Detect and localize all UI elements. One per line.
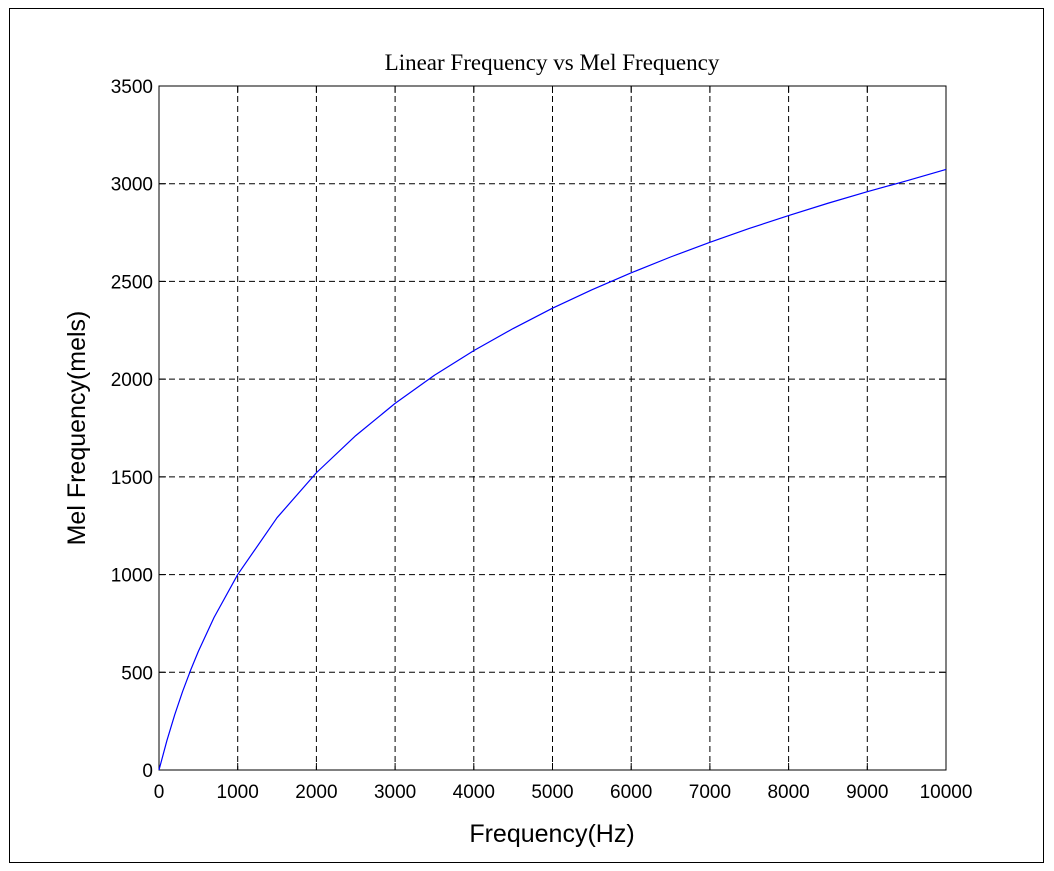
y-tick-label: 1000 xyxy=(111,566,153,587)
x-tick-label: 8000 xyxy=(767,782,809,803)
x-tick-label: 0 xyxy=(154,782,165,803)
y-tick-label: 2000 xyxy=(111,370,153,391)
series-group xyxy=(158,168,947,771)
x-tick-label: 7000 xyxy=(689,782,731,803)
y-tick-label: 2500 xyxy=(111,272,153,293)
x-tick-label: 4000 xyxy=(453,782,495,803)
y-tick-label: 1500 xyxy=(111,468,153,489)
grid xyxy=(159,86,946,770)
y-tick-label: 0 xyxy=(142,761,153,782)
tick-marks xyxy=(158,85,947,771)
x-tick-label: 9000 xyxy=(846,782,888,803)
y-tick-label: 3500 xyxy=(111,77,153,98)
x-tick-label: 5000 xyxy=(531,782,573,803)
chart-title: Linear Frequency vs Mel Frequency xyxy=(385,50,720,75)
series-line xyxy=(158,168,947,771)
y-tick-labels: 0 500 1000 1500 2000 2500 3000 3500 xyxy=(111,77,153,782)
x-tick-label: 2000 xyxy=(295,782,337,803)
x-tick-labels: 0 1000 2000 3000 4000 5000 6000 7000 8000 9000 100… xyxy=(154,782,973,803)
y-tick-label: 500 xyxy=(121,663,153,684)
y-axis-label: Mel Frequency(mels) xyxy=(63,311,91,546)
figure-frame xyxy=(9,8,1044,863)
x-tick-label: 6000 xyxy=(610,782,652,803)
x-tick-label: 1000 xyxy=(217,782,259,803)
x-tick-label: 3000 xyxy=(374,782,416,803)
x-tick-label: 10000 xyxy=(920,782,973,803)
y-tick-label: 3000 xyxy=(111,175,153,196)
x-axis-label: Frequency(Hz) xyxy=(469,820,634,848)
